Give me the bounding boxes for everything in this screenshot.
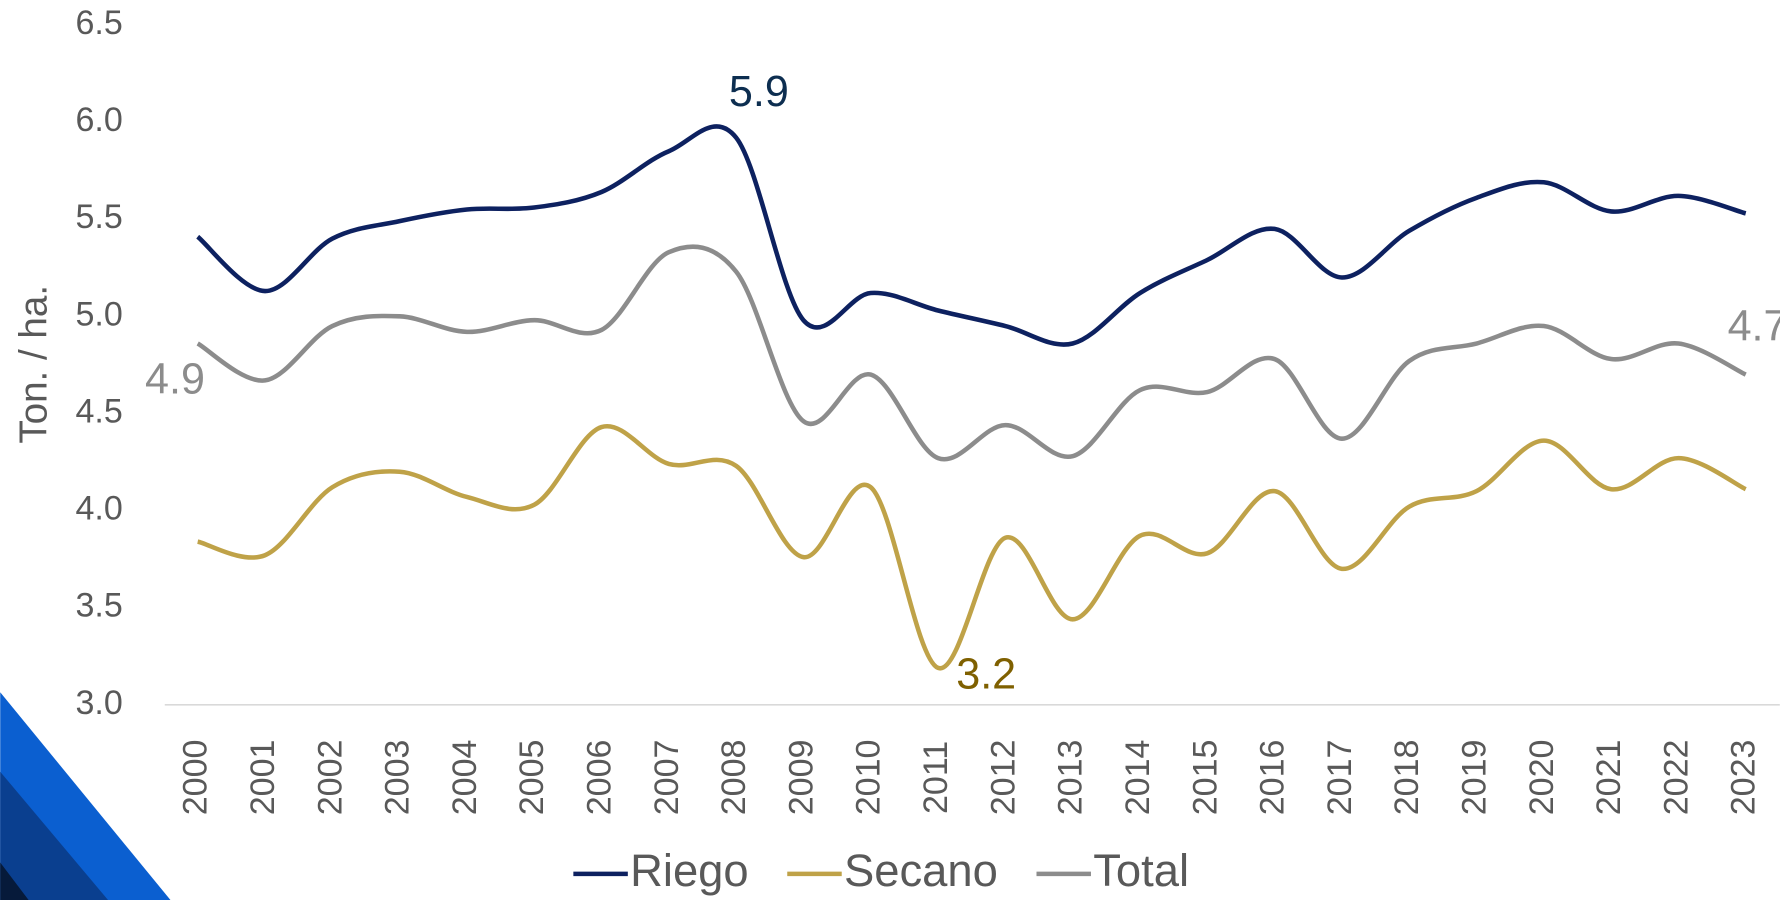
line-series [196,124,1747,347]
x-tick-label: 2023 [1725,740,1763,816]
data-label: 5.9 [729,68,789,116]
data-label: 4.9 [145,355,205,403]
x-tick-label: 2006 [581,740,619,816]
y-tick-label: 4.0 [75,490,122,528]
y-tick-label: 3.0 [75,684,122,722]
x-tick-label: 2014 [1119,740,1157,816]
x-tick-label: 2010 [850,740,888,816]
data-label: 3.2 [956,650,1016,698]
x-tick-label: 2015 [1186,740,1224,816]
y-tick-label: 6.0 [75,101,122,139]
x-tick-label: 2017 [1321,740,1359,816]
legend-label: Secano [844,845,998,896]
x-tick-label: 2020 [1523,740,1561,816]
decoration [0,862,29,900]
x-tick-label: 2018 [1388,740,1426,816]
x-tick-label: 2019 [1455,740,1493,816]
x-tick-label: 2022 [1657,740,1695,816]
x-tick-label: 2016 [1254,740,1292,816]
y-tick-label: 3.5 [75,587,122,625]
x-tick-label: 2007 [648,740,686,816]
data-label: 4.7 [1728,303,1780,351]
x-tick-label: 2009 [782,740,820,816]
x-tick-label: 2021 [1590,740,1628,816]
x-tick-label: 2013 [1052,740,1090,816]
legend-label: Total [1093,845,1189,896]
x-tick-label: 2000 [177,740,215,816]
y-tick-label: 5.0 [75,295,122,333]
line-series [197,423,1747,671]
x-tick-label: 2004 [446,740,484,816]
y-axis-label: Ton. / ha. [13,285,56,444]
y-tick-label: 5.5 [75,198,122,236]
legend-label: Riego [630,845,749,896]
x-tick-label: 2011 [917,741,955,814]
x-tick-label: 2003 [379,740,417,816]
x-tick-label: 2008 [715,740,753,816]
x-tick-label: 2012 [984,740,1022,816]
x-tick-label: 2002 [311,740,349,816]
y-tick-label: 4.5 [75,392,122,430]
x-tick-label: 2001 [244,740,282,816]
y-tick-label: 6.5 [75,4,122,42]
x-tick-label: 2005 [513,740,551,816]
line-series [196,244,1747,462]
